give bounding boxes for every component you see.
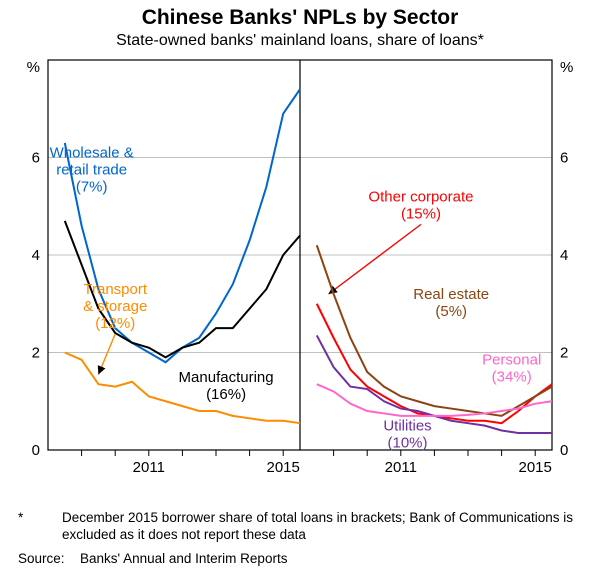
svg-text:6: 6 [32, 150, 40, 167]
svg-text:6: 6 [560, 150, 568, 167]
svg-text:0: 0 [32, 442, 40, 459]
svg-text:Utilities(10%): Utilities(10%) [383, 418, 431, 452]
svg-text:2: 2 [32, 345, 40, 362]
chart-container: Chinese Banks' NPLs by Sector State-owne… [0, 0, 600, 576]
svg-text:2011: 2011 [133, 459, 165, 476]
chart-title: Chinese Banks' NPLs by Sector [0, 0, 600, 30]
footnote: * December 2015 borrower share of total … [18, 509, 586, 544]
svg-text:2: 2 [560, 345, 568, 362]
svg-text:%: % [27, 59, 40, 76]
chart-svg: 2011 2015 2011 2015 0 0 2 2 4 4 6 6%% Wholesale &ret… [0, 50, 600, 480]
source-line: Source: Banks' Annual and Interim Report… [18, 550, 586, 568]
svg-text:Wholesale &retail trade(7%): Wholesale &retail trade(7%) [50, 145, 134, 196]
footnote-text: December 2015 borrower share of total lo… [62, 509, 586, 544]
source-label: Source: [18, 550, 80, 568]
svg-text:Real estate(5%): Real estate(5%) [413, 286, 489, 320]
footnote-marker: * [18, 509, 62, 544]
svg-text:Personal(34%): Personal(34%) [482, 352, 541, 386]
svg-text:%: % [560, 59, 573, 76]
source-text: Banks' Annual and Interim Reports [80, 550, 287, 568]
svg-text:2015: 2015 [519, 459, 552, 476]
svg-text:4: 4 [560, 247, 568, 264]
svg-text:2015: 2015 [267, 459, 300, 476]
svg-text:2011: 2011 [385, 459, 417, 476]
svg-text:Transport& storage(12%): Transport& storage(12%) [83, 281, 148, 332]
chart-subtitle: State-owned banks' mainland loans, share… [0, 32, 600, 50]
svg-text:4: 4 [32, 247, 40, 264]
svg-text:Other corporate(15%): Other corporate(15%) [368, 188, 473, 222]
svg-text:0: 0 [560, 442, 568, 459]
svg-text:Manufacturing(16%): Manufacturing(16%) [179, 369, 274, 403]
